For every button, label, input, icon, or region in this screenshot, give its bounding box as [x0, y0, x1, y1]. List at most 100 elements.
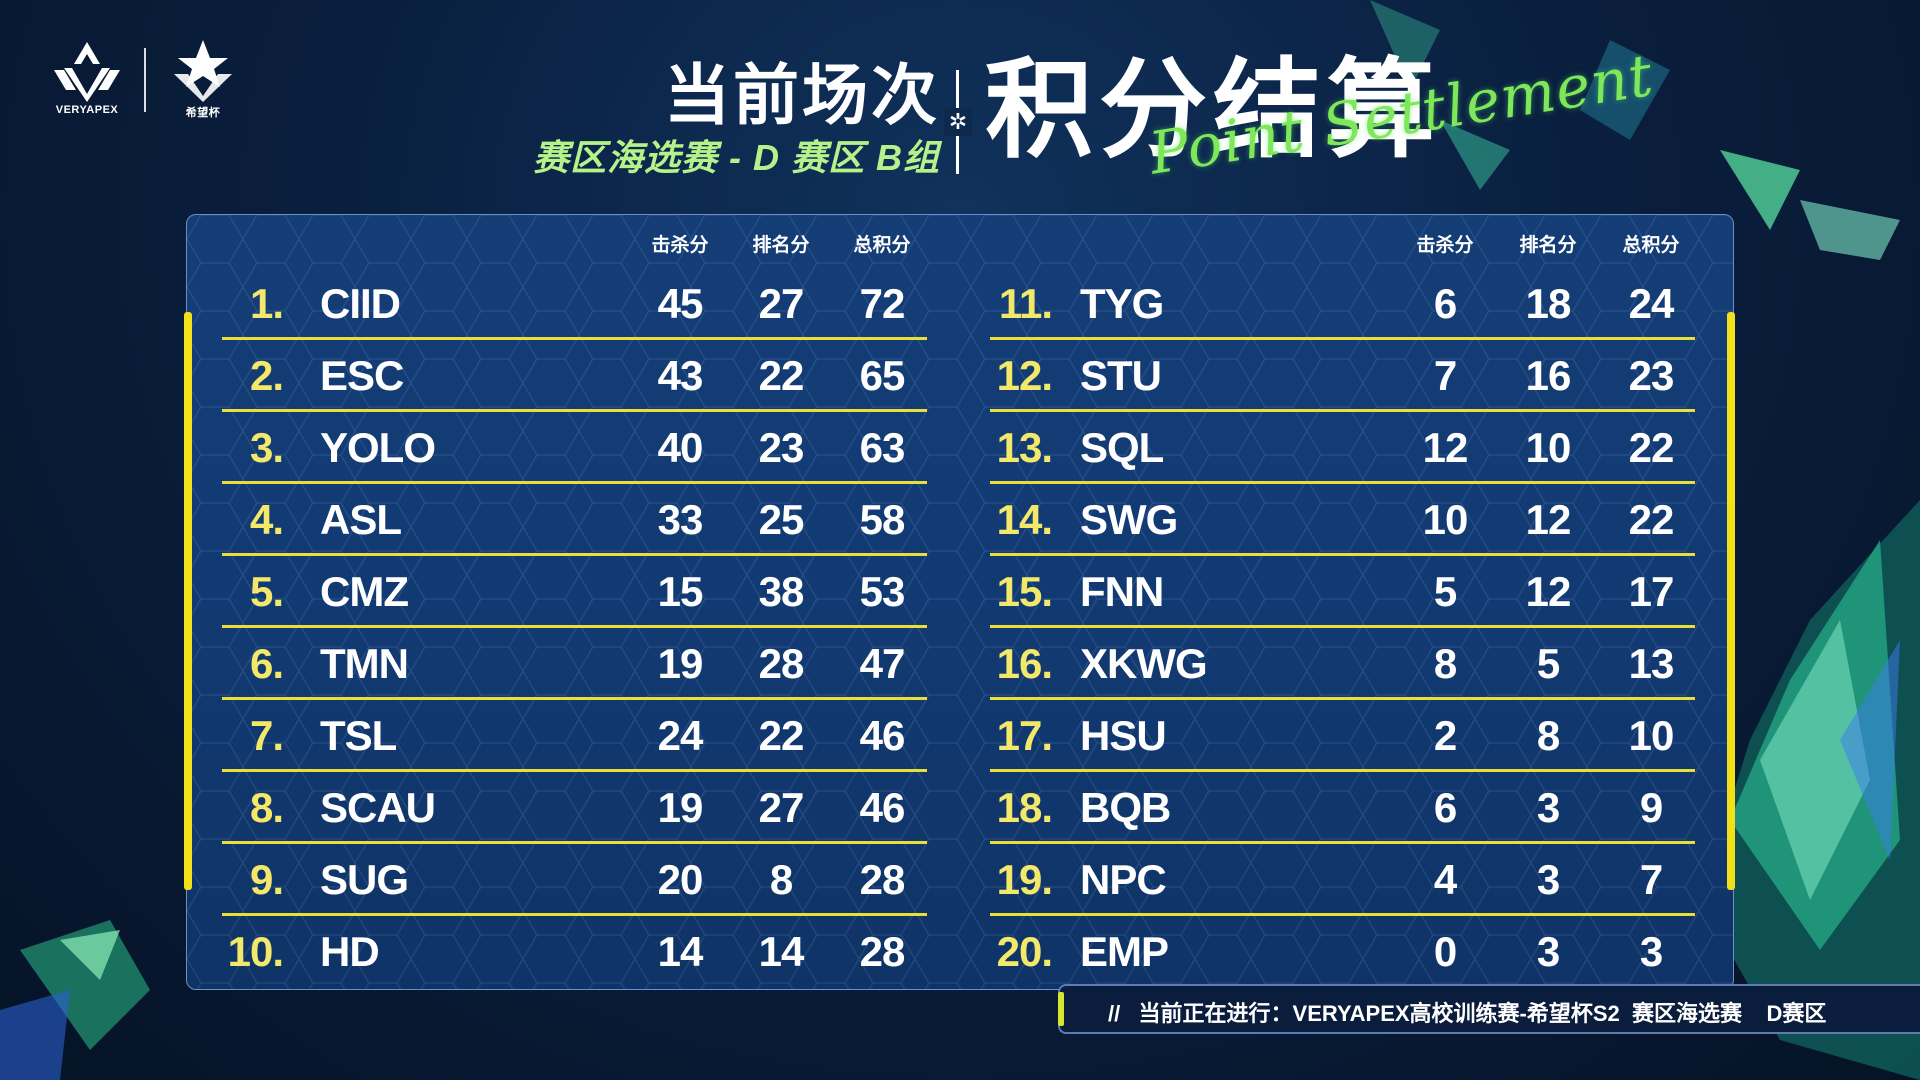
placement-points: 12: [1525, 496, 1572, 543]
rank-number: 1.: [249, 280, 284, 327]
rank-number: 14.: [996, 496, 1053, 543]
rank-number: 7.: [249, 712, 284, 759]
rank-number: 20.: [996, 928, 1053, 975]
total-points: 13: [1628, 640, 1675, 687]
row-divider: [222, 409, 927, 412]
kill-points: 6: [1433, 280, 1457, 327]
panel-accent-left: [184, 312, 192, 890]
kill-points: 0: [1433, 928, 1457, 975]
placement-points: 18: [1525, 280, 1572, 327]
total-points: 72: [859, 280, 906, 327]
total-points: 23: [1628, 352, 1675, 399]
team-name: ASL: [320, 496, 402, 543]
rank-number: 18.: [996, 784, 1053, 831]
total-points: 28: [859, 856, 906, 903]
placement-points: 23: [758, 424, 805, 471]
table-row: 6. TMN 19 28 47: [0, 628, 1920, 700]
rank-number: 5.: [249, 568, 284, 615]
table-row: 18. BQB 6 3 9: [0, 772, 1920, 844]
row-divider: [990, 625, 1695, 628]
row-divider: [990, 553, 1695, 556]
team-name: CIID: [320, 280, 401, 327]
total-points: 22: [1628, 496, 1675, 543]
placement-points: 12: [1525, 568, 1572, 615]
kill-points: 14: [657, 928, 704, 975]
rank-number: 11.: [998, 280, 1053, 327]
row-divider: [222, 769, 927, 772]
row-divider: [222, 697, 927, 700]
kill-points: 40: [657, 424, 704, 471]
team-name: BQB: [1080, 784, 1171, 831]
total-points: 7: [1639, 856, 1663, 903]
xiwangbei-logo-icon: [174, 40, 232, 102]
header-kill-points: 击杀分: [651, 235, 709, 256]
rank-number: 10.: [227, 928, 284, 975]
kill-points: 12: [1422, 424, 1469, 471]
total-points: 65: [859, 352, 906, 399]
team-name: HD: [320, 928, 380, 975]
row-divider: [990, 769, 1695, 772]
placement-points: 3: [1536, 928, 1560, 975]
rank-number: 9.: [249, 856, 284, 903]
table-row: 19. NPC 4 3 7: [0, 844, 1920, 916]
total-points: 28: [859, 928, 906, 975]
team-name: EMP: [1080, 928, 1169, 975]
rank-number: 3.: [249, 424, 284, 471]
table-row: 2. ESC 43 22 65: [0, 340, 1920, 412]
table-row: 7. TSL 24 22 46: [0, 700, 1920, 772]
row-divider: [990, 409, 1695, 412]
ticker-text: // 当前正在进行：VERYAPEX高校训练赛-希望杯S2 赛区海选赛 D赛区: [1108, 1001, 1827, 1026]
now-playing-ticker: [1058, 984, 1920, 1034]
total-points: 9: [1639, 784, 1663, 831]
placement-points: 3: [1536, 856, 1560, 903]
total-points: 46: [859, 712, 906, 759]
row-divider: [990, 913, 1695, 916]
kill-points: 20: [657, 856, 704, 903]
row-divider: [222, 553, 927, 556]
veryapex-logo-text: VERYAPEX: [55, 104, 119, 116]
team-name: ESC: [320, 352, 404, 399]
table-row: 11. TYG 6 18 24: [0, 268, 1920, 340]
kill-points: 45: [657, 280, 704, 327]
kill-points: 10: [1422, 496, 1469, 543]
placement-points: 28: [758, 640, 805, 687]
table-row: 13. SQL 12 10 22: [0, 412, 1920, 484]
kill-points: 19: [657, 640, 704, 687]
total-points: 53: [859, 568, 906, 615]
hex-pattern-background: [187, 215, 1733, 989]
rank-number: 2.: [249, 352, 284, 399]
brand-logos: VERYAPEX 希望杯: [52, 40, 252, 120]
team-name: YOLO: [320, 424, 436, 471]
total-points: 10: [1628, 712, 1675, 759]
row-divider: [990, 481, 1695, 484]
total-points: 22: [1628, 424, 1675, 471]
page-big-title: 积分结算: [985, 49, 1442, 170]
kill-points: 43: [657, 352, 704, 399]
team-name: STU: [1080, 352, 1162, 399]
placement-points: 16: [1525, 352, 1572, 399]
rank-number: 4.: [249, 496, 284, 543]
placement-points: 27: [758, 280, 805, 327]
header-kill-points: 击杀分: [1416, 235, 1474, 256]
kill-points: 19: [657, 784, 704, 831]
row-divider: [222, 913, 927, 916]
row-divider: [222, 625, 927, 628]
veryapex-logo: VERYAPEX: [52, 40, 122, 116]
header-placement-points: 排名分: [752, 235, 810, 256]
placement-points: 38: [758, 568, 805, 615]
placement-points: 8: [1536, 712, 1560, 759]
table-row: 9. SUG 20 8 28: [0, 844, 1920, 916]
team-name: SUG: [320, 856, 409, 903]
placement-points: 27: [758, 784, 805, 831]
kill-points: 15: [657, 568, 704, 615]
row-divider: [990, 841, 1695, 844]
table-row: 16. XKWG 8 5 13: [0, 628, 1920, 700]
placement-points: 22: [758, 712, 805, 759]
kill-points: 8: [1433, 640, 1457, 687]
team-name: TYG: [1080, 280, 1164, 327]
row-divider: [222, 841, 927, 844]
rank-number: 13.: [996, 424, 1053, 471]
placement-points: 10: [1525, 424, 1572, 471]
title-left-block: 当前场次 赛区海选赛 - D 赛区 B组: [470, 60, 940, 182]
team-name: HSU: [1080, 712, 1167, 759]
